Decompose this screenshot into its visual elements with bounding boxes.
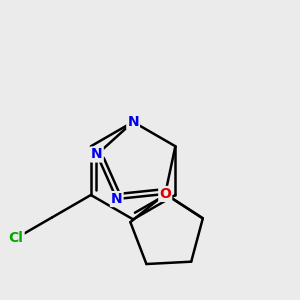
Text: O: O bbox=[159, 187, 171, 201]
Text: N: N bbox=[127, 115, 139, 129]
Text: N: N bbox=[111, 192, 122, 206]
Text: N: N bbox=[91, 148, 103, 161]
Text: Cl: Cl bbox=[9, 231, 24, 245]
